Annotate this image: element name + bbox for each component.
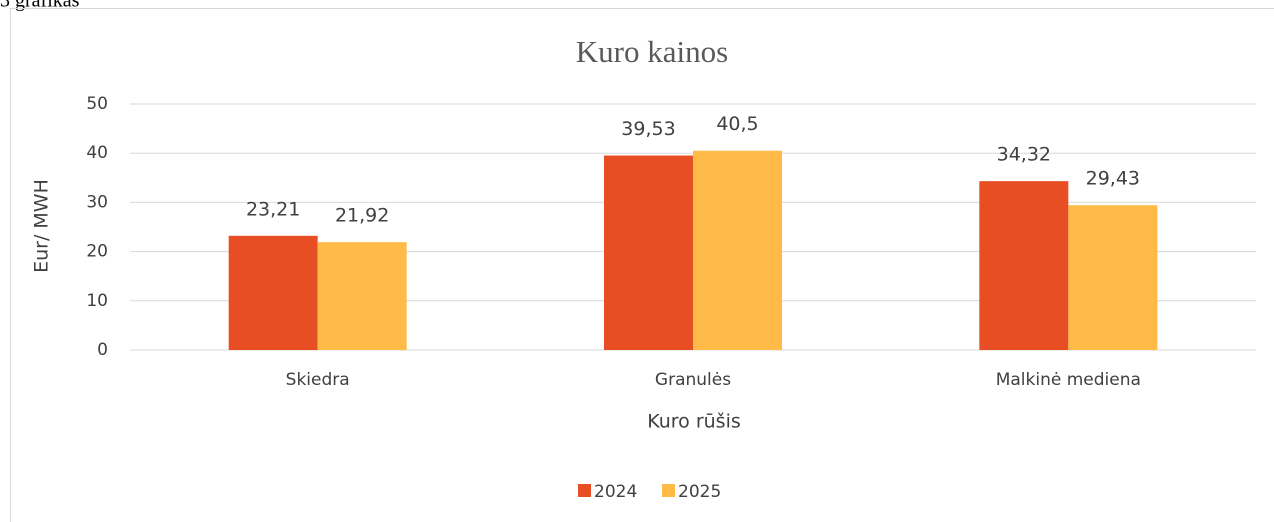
- value-label: 23,21: [246, 198, 300, 220]
- bar: [317, 242, 407, 350]
- x-tick-label: Granulės: [655, 370, 731, 390]
- bar: [693, 150, 782, 350]
- bar: [1068, 205, 1158, 350]
- legend-swatch: [578, 484, 591, 497]
- value-label: 40,5: [716, 113, 758, 135]
- bar: [979, 181, 1069, 350]
- chart-title: Kuro kainos: [576, 34, 728, 69]
- value-label: 21,92: [335, 205, 389, 227]
- y-tick-label: 0: [97, 340, 108, 360]
- legend-label: 2025: [678, 482, 721, 502]
- value-label: 34,32: [997, 144, 1051, 166]
- bar: [228, 235, 318, 350]
- bar: [604, 155, 693, 350]
- y-tick-label: 50: [86, 94, 108, 114]
- y-axis-label: Eur/ MWH: [31, 179, 53, 273]
- y-tick-label: 10: [86, 291, 108, 311]
- y-tick-label: 40: [86, 143, 108, 163]
- value-label: 29,43: [1086, 168, 1140, 190]
- caption: 3 grafikas: [0, 0, 80, 12]
- value-label: 39,53: [621, 118, 675, 140]
- x-axis-label: Kuro rūšis: [647, 411, 741, 433]
- chart-border: [10, 8, 1274, 522]
- x-tick-label: Malkinė mediena: [996, 370, 1141, 390]
- y-tick-label: 20: [86, 242, 108, 262]
- legend-label: 2024: [594, 482, 637, 502]
- legend-swatch: [662, 484, 675, 497]
- y-tick-label: 30: [86, 192, 108, 212]
- x-tick-label: Skiedra: [286, 370, 350, 390]
